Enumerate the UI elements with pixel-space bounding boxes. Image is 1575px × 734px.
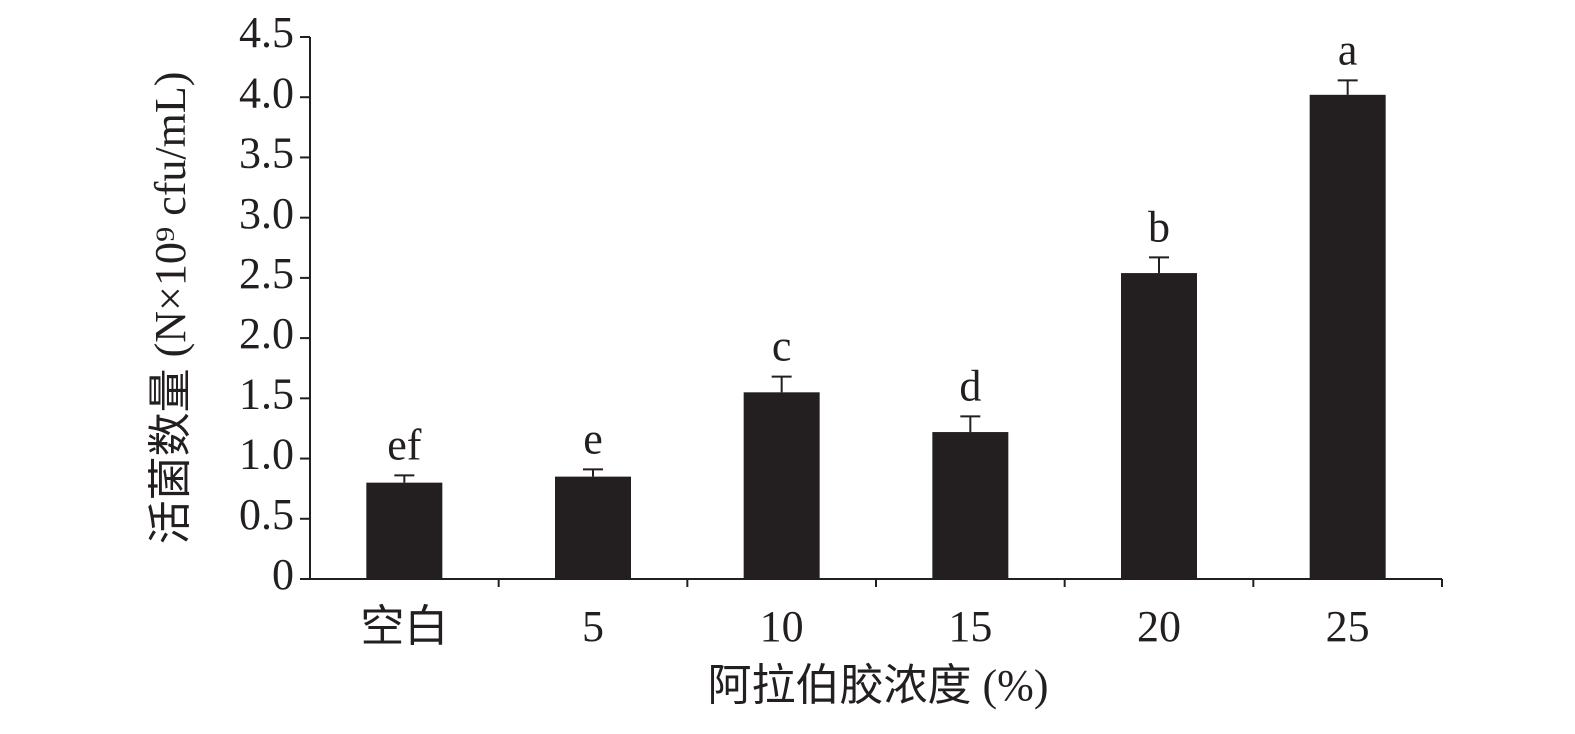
x-tick-label: 空白 (360, 602, 448, 651)
bar (366, 482, 443, 579)
y-tick-label: 2.5 (239, 249, 294, 298)
x-axis-label: 阿拉伯胶浓度 (%) (708, 661, 1049, 710)
x-tick-label: 10 (760, 602, 804, 651)
significance-label: b (1148, 203, 1170, 252)
x-tick-label: 20 (1137, 602, 1181, 651)
x-tick-label: 5 (582, 602, 604, 651)
y-tick-label: 1.0 (239, 430, 294, 479)
bar (1121, 273, 1197, 579)
significance-label: ef (387, 421, 422, 470)
bar (1309, 94, 1386, 580)
y-tick-label: 3.0 (239, 189, 294, 238)
significance-label: c (772, 322, 792, 371)
y-axis-label: 活菌数量 (N×10⁹ cfu/mL) (146, 72, 195, 545)
significance-label: e (583, 414, 603, 463)
y-tick-label: 3.5 (239, 129, 294, 178)
y-tick-label: 1.5 (239, 369, 294, 418)
y-tick-label: 4.0 (239, 68, 294, 117)
significance-label: a (1338, 25, 1358, 74)
bar (555, 476, 631, 579)
bar (932, 432, 1009, 579)
bar (743, 392, 820, 579)
significance-label: d (959, 361, 981, 410)
y-tick-label: 0.5 (239, 490, 294, 539)
y-tick-label: 0 (272, 550, 294, 599)
y-tick-label: 2.0 (239, 309, 294, 358)
x-tick-label: 15 (948, 602, 992, 651)
y-tick-label: 4.5 (239, 8, 294, 57)
x-tick-label: 25 (1326, 602, 1370, 651)
